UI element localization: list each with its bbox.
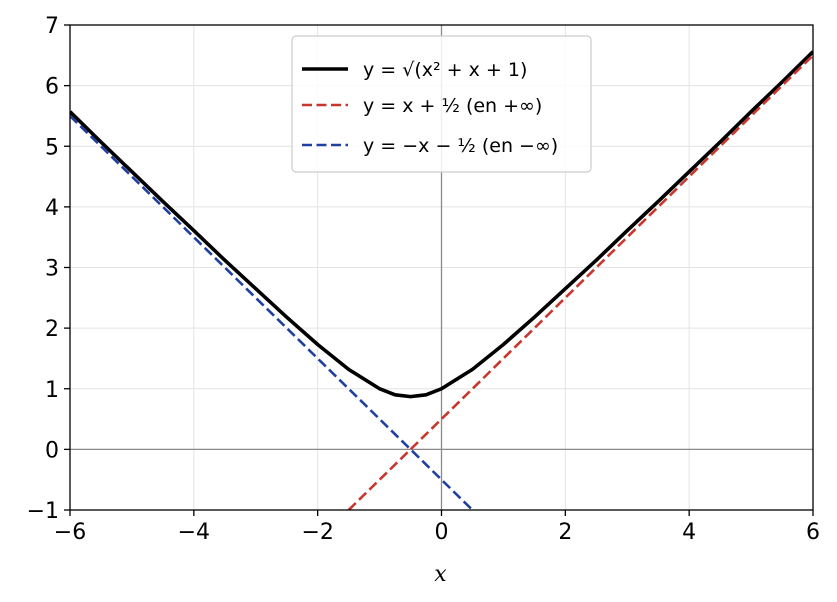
legend-label-2: y = −x − ½ (en −∞) [363, 135, 558, 157]
y-tick-label: 0 [45, 438, 59, 463]
legend-label-0: y = √(x² + x + 1) [363, 59, 527, 81]
x-tick-label: −4 [178, 520, 210, 545]
series-line-2 [70, 115, 474, 510]
legend: y = √(x² + x + 1) y = x + ½ (en +∞) y = −x… [291, 35, 592, 173]
y-tick-label: 3 [45, 257, 59, 282]
series-layer [70, 50, 813, 510]
x-tick-label: 2 [558, 520, 572, 545]
axes: −6 −4 −2 0 2 4 6 −1 0 1 2 3 4 5 6 7 x [27, 14, 820, 587]
legend-label-1: y = x + ½ (en +∞) [363, 95, 542, 117]
x-tick-label: 6 [806, 520, 820, 545]
y-tick-label: 7 [45, 14, 59, 39]
y-tick-label: 1 [45, 378, 59, 403]
legend-box [291, 35, 592, 173]
y-tick-label: 4 [45, 196, 59, 221]
y-tick-label: 5 [45, 135, 59, 160]
y-tick-label: 6 [45, 75, 59, 100]
x-axis-label: x [434, 562, 447, 587]
y-tick-label: 2 [45, 317, 59, 342]
y-tick-label: −1 [27, 499, 59, 524]
series-line-1 [347, 54, 813, 510]
x-tick-label: 4 [682, 520, 696, 545]
x-tick-label: −2 [301, 520, 333, 545]
series-line-0 [70, 50, 813, 399]
x-tick-label: 0 [435, 520, 449, 545]
x-tick-label: −6 [54, 520, 86, 545]
